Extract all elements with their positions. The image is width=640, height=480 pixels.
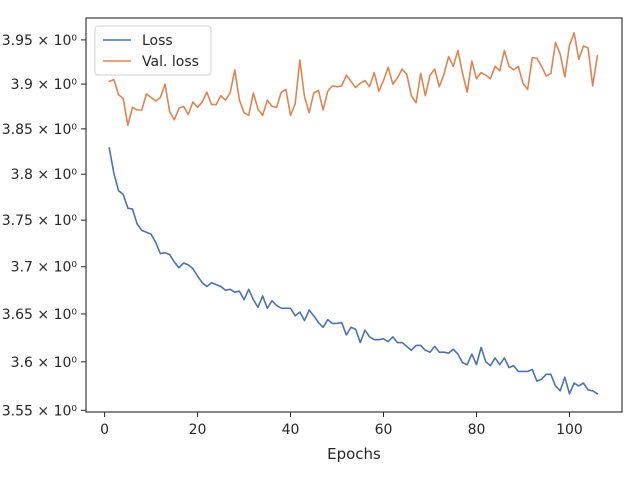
legend-box	[94, 25, 212, 76]
x-tick-label: 60	[375, 422, 393, 438]
y-axis-ticks: 3.55 × 10⁰ 3.6 × 10⁰ 3.65 × 10⁰ 3.7 × 10⁰ 3.…	[2, 33, 86, 419]
x-tick-label: 0	[100, 422, 109, 438]
legend-label-val-loss: Val. loss	[142, 54, 199, 70]
plot-area	[108, 32, 599, 395]
x-tick-label: 80	[468, 422, 486, 438]
y-tick-label: 3.65 × 10⁰	[2, 307, 78, 323]
series-line-loss	[108, 147, 599, 395]
y-tick-label: 3.75 × 10⁰	[2, 213, 78, 229]
series-line-val-loss	[108, 32, 599, 127]
x-tick-label: 100	[556, 422, 583, 438]
legend: Loss Val. loss	[94, 25, 212, 76]
y-tick-label: 3.9 × 10⁰	[11, 77, 78, 93]
y-tick-label: 3.55 × 10⁰	[2, 403, 78, 419]
y-tick-label: 3.7 × 10⁰	[11, 260, 78, 276]
legend-label-loss: Loss	[142, 33, 173, 49]
axes-frame	[85, 17, 623, 413]
y-tick-label: 3.95 × 10⁰	[2, 33, 78, 49]
x-axis-label: Epochs	[327, 445, 381, 463]
x-tick-label: 20	[189, 422, 207, 438]
x-tick-label: 40	[282, 422, 300, 438]
y-tick-label: 3.8 × 10⁰	[11, 167, 78, 183]
y-tick-label: 3.85 × 10⁰	[2, 122, 78, 138]
y-tick-label: 3.6 × 10⁰	[11, 355, 78, 371]
x-axis-ticks: 0 20 40 60 80 100	[100, 412, 583, 438]
